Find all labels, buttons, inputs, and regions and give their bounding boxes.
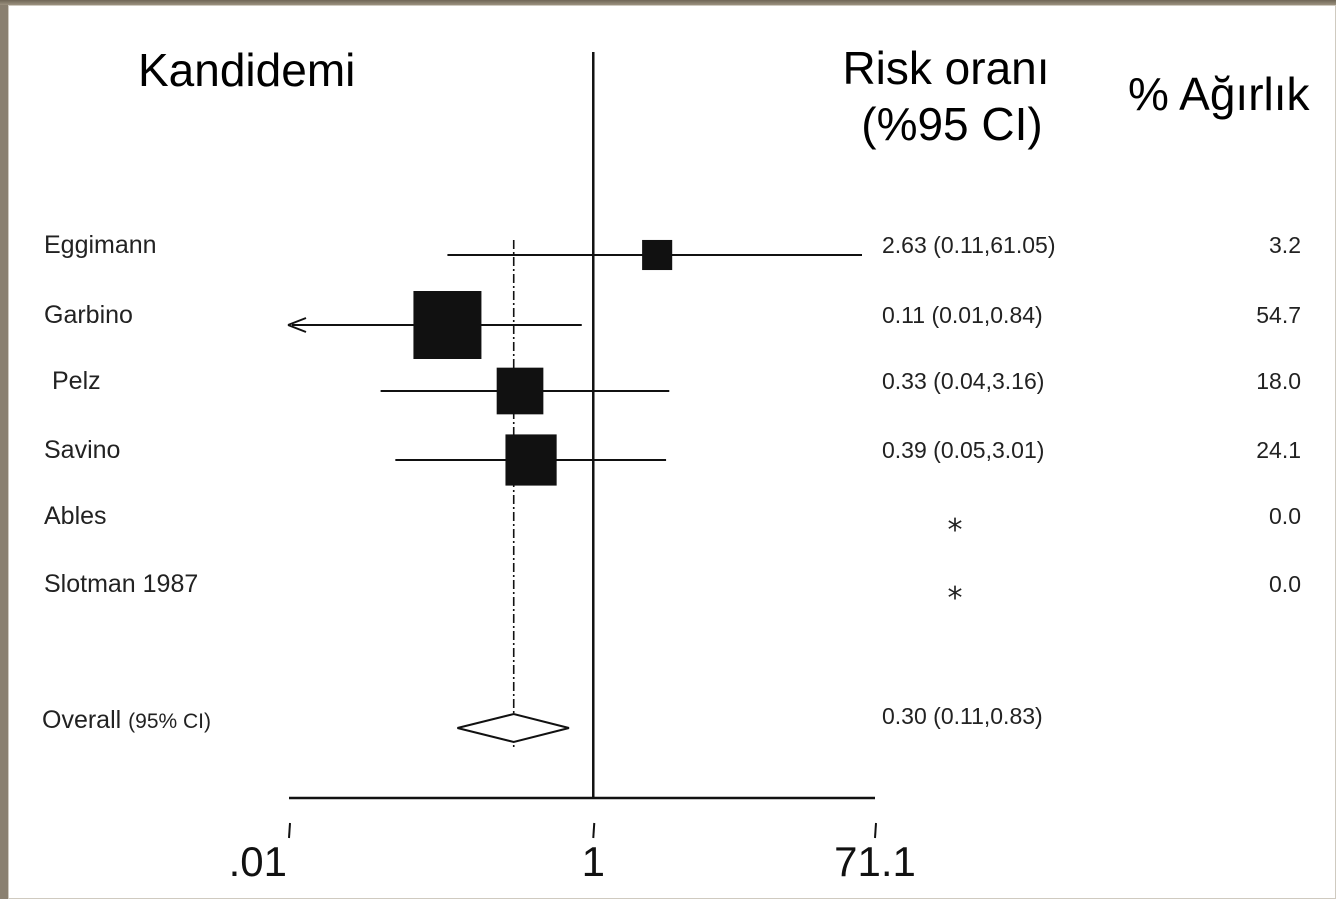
effect-size-box <box>642 239 673 271</box>
study-label: Garbino <box>44 301 133 329</box>
study-ci-text: 0.11 (0.01,0.84) <box>882 302 1043 328</box>
study-weight: 24.1 <box>1256 437 1301 463</box>
overall-label-suffix: (95% CI) <box>128 710 211 733</box>
x-axis: .01 1 71.1 <box>229 796 916 885</box>
overall-ci-text: 0.30 (0.11,0.83) <box>882 703 1043 729</box>
window-top-edge <box>0 0 1336 5</box>
weight-column-header: % Ağırlık <box>1128 68 1311 120</box>
ratio-column-header-line1: Risk oranı <box>842 42 1049 94</box>
study-label: Pelz <box>52 367 101 395</box>
study-label: Slotman 1987 <box>44 570 198 598</box>
chart-title: Kandidemi <box>138 44 355 96</box>
slide-frame <box>8 5 1336 899</box>
study-weight: 18.0 <box>1256 368 1301 394</box>
study-ci-text: 0.33 (0.04,3.16) <box>882 368 1044 394</box>
study-rows: Eggimann 2.63 (0.11,61.05) 3.2 Garbino 0.11 … <box>42 231 1301 734</box>
study-ci-text: 2.63 (0.11,61.05) <box>882 232 1055 258</box>
x-tick-label: 71.1 <box>834 838 916 885</box>
missing-estimate-marker: * <box>948 581 963 616</box>
x-tick-label: 1 <box>582 838 605 885</box>
x-tick-mark <box>288 822 291 839</box>
effect-size-box <box>496 367 544 415</box>
x-tick-mark <box>874 822 877 839</box>
ratio-column-header-line2: (%95 CI) <box>861 98 1042 150</box>
missing-estimate-marker: * <box>948 513 963 548</box>
study-weight: 3.2 <box>1269 232 1301 258</box>
study-weight: 0.0 <box>1269 503 1301 529</box>
overall-diamond <box>457 712 570 744</box>
study-ci-text: 0.39 (0.05,3.01) <box>882 437 1044 463</box>
study-weight: 0.0 <box>1269 571 1301 597</box>
overall-label: Overall <box>42 706 128 734</box>
effect-size-box <box>505 434 557 486</box>
study-label: Savino <box>44 436 120 464</box>
study-label: Eggimann <box>44 231 157 259</box>
overall-label-group: Overall (95% CI) <box>42 706 211 734</box>
plot-marks <box>287 52 862 798</box>
effect-size-box <box>413 291 482 359</box>
ci-left-arrow <box>287 317 307 333</box>
study-weight: 54.7 <box>1256 302 1301 328</box>
study-label: Ables <box>44 502 107 530</box>
x-tick-label: .01 <box>229 838 287 885</box>
x-tick-mark <box>592 822 596 839</box>
